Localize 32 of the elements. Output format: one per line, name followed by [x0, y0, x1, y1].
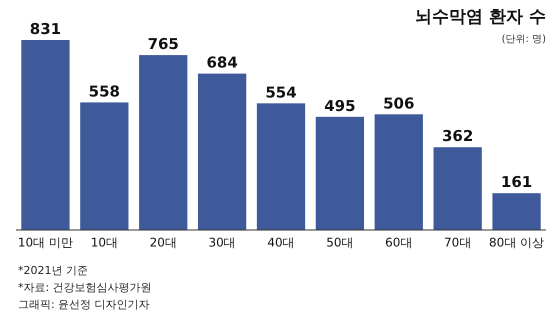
text: 그래픽: 윤선정 디자인기자	[18, 298, 150, 311]
x-tick-label: 10대 미만	[18, 236, 73, 250]
x-tick-label: 80대 이상	[489, 236, 544, 250]
data-label: 495	[324, 96, 356, 115]
chart-subtitle: (단위: 명)	[502, 34, 546, 45]
bar	[492, 193, 541, 230]
bar	[21, 40, 70, 230]
bar	[80, 102, 128, 230]
data-label: 554	[265, 83, 297, 102]
bar	[316, 116, 364, 230]
x-tick-label: 20대	[150, 236, 177, 250]
data-label: 558	[88, 82, 120, 100]
bar	[198, 74, 246, 230]
bar	[139, 55, 188, 230]
chart-title: 뇌수막염 환자 수	[415, 7, 546, 27]
data-label: 831	[30, 20, 62, 38]
text: *2021년 기준	[18, 264, 88, 277]
bar	[256, 103, 306, 230]
x-tick-label: 40대	[267, 236, 295, 250]
bar	[434, 147, 482, 230]
x-tick-label: 60대	[385, 236, 412, 250]
data-label: 765	[148, 35, 179, 54]
data-label: 684	[206, 54, 238, 72]
x-tick-label: 70대	[444, 236, 472, 250]
x-tick-label: 30대	[208, 236, 236, 250]
x-tick-label: 50대	[326, 236, 354, 250]
x-tick-label: 10대	[90, 236, 118, 250]
data-label: 362	[442, 127, 474, 146]
text: *자료: 건강보험심사평가원	[18, 281, 152, 294]
data-label: 161	[500, 173, 532, 192]
bar	[374, 114, 423, 230]
data-label: 506	[383, 94, 414, 112]
